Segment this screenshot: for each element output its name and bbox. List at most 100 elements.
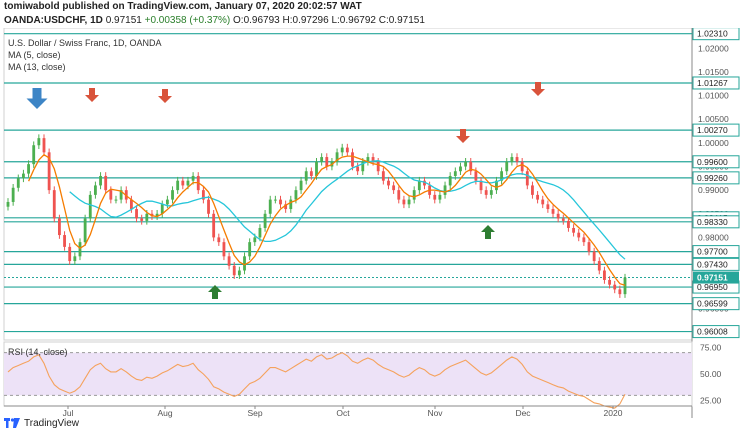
candle-body (63, 235, 66, 247)
candle-body (489, 190, 493, 195)
chart-area[interactable]: 1.020001.015001.010001.005001.000000.995… (0, 28, 740, 418)
candle-body (561, 218, 565, 221)
candle-body (618, 289, 622, 295)
candle-body (114, 199, 118, 201)
x-tick-label: Dec (515, 408, 531, 418)
candle-body (495, 180, 498, 191)
level-tag (692, 215, 740, 229)
candle-body (387, 180, 390, 186)
candle-body (474, 171, 478, 181)
candle-body (433, 194, 437, 200)
candle-body (145, 213, 149, 221)
candle-body (165, 199, 169, 205)
candle-body (73, 256, 77, 262)
candle-body (299, 180, 303, 191)
candle-body (469, 161, 473, 172)
candle-body (181, 180, 185, 186)
candle-body (227, 256, 231, 266)
level-label: 0.99600 (697, 157, 728, 167)
candle-body (83, 218, 87, 243)
level-label: 1.02310 (697, 29, 728, 39)
candle-body (459, 166, 462, 172)
candle-body (531, 185, 534, 195)
y-tick-label: 1.01500 (698, 67, 729, 77)
candle-body (407, 199, 411, 205)
candle-body (438, 194, 442, 200)
candle-body (587, 242, 591, 252)
candle-body (119, 190, 123, 200)
candle-body (309, 171, 313, 176)
candle-body (397, 190, 401, 200)
level-tag (692, 297, 740, 311)
candle-body (289, 199, 293, 210)
candle-body (99, 175, 102, 186)
ma13-line (69, 160, 626, 260)
y-tick-label: 1.00500 (698, 114, 729, 124)
candle-body (320, 157, 324, 162)
candle-body (93, 185, 97, 195)
candle-body (484, 190, 488, 195)
level-label: 0.99260 (697, 173, 728, 183)
rsi-band (4, 352, 692, 396)
candle-body (42, 138, 46, 153)
symbol: OANDA:USDCHF, 1D (4, 15, 103, 26)
candle-body (78, 242, 82, 257)
rsi-pane: 75.00 50.00 25.00 Jul Aug Sep Oct Nov Dec 2020 (3, 341, 722, 418)
level-label: 0.96950 (697, 282, 728, 292)
candle-body (412, 190, 416, 200)
candle-body (47, 152, 51, 191)
level-label: 0.96008 (697, 327, 728, 337)
candle-body (345, 147, 349, 153)
x-tick-label: Nov (427, 408, 443, 418)
candle-body (417, 180, 421, 191)
candle-body (237, 270, 241, 276)
arrow-up-icon (208, 285, 222, 299)
x-tick-label: Oct (336, 408, 350, 418)
candle-body (448, 175, 452, 186)
candle-body (88, 194, 92, 219)
level-tag (692, 76, 740, 90)
candle-body (361, 161, 365, 172)
candle-body (525, 171, 529, 186)
quote-line: OANDA:USDCHF, 1D 0.97151 +0.00358 (+0.37… (4, 15, 740, 26)
candle-body (6, 201, 10, 207)
candle-body (402, 199, 406, 205)
level-label: 0.97700 (697, 247, 728, 257)
level-label: 0.98330 (697, 217, 728, 227)
ma13-legend: MA (13, close) (8, 62, 66, 72)
candle-body (603, 270, 606, 280)
level-tag (692, 171, 740, 185)
current-price: 0.97151 (105, 15, 142, 26)
candle-body (366, 157, 370, 162)
candle-body (567, 220, 570, 228)
candle-body (582, 237, 586, 243)
price-change: +0.00358 (+0.37%) (144, 15, 231, 26)
candle-body (613, 284, 617, 290)
candle-body (551, 209, 555, 214)
candle-body (577, 232, 581, 238)
candle-body (186, 180, 190, 186)
arrow-up-icon (481, 225, 495, 239)
candle-body (500, 171, 504, 181)
tradingview-logo-icon (4, 418, 20, 429)
candle-body (304, 171, 308, 181)
y-tick-label: 1.02000 (698, 43, 729, 53)
level-label: 0.97430 (697, 259, 728, 269)
rsi-line (7, 352, 626, 409)
candle-body (273, 199, 277, 201)
arrow-down-icon (531, 82, 545, 96)
main-pane: 1.020001.015001.010001.005001.000000.995… (3, 28, 740, 418)
candle-body (340, 147, 344, 153)
candle-body (232, 265, 236, 276)
arrow-down-icon (456, 129, 470, 143)
last-price-tag (693, 271, 739, 284)
candle-body (479, 180, 483, 191)
candle-body (27, 164, 30, 174)
candle-body (176, 180, 180, 191)
arrow-down-icon (158, 89, 172, 103)
candle-body (546, 204, 550, 210)
y-tick-label: 1.01000 (698, 91, 729, 101)
candle-body (505, 161, 509, 172)
candle-body (315, 161, 318, 176)
candle-body (32, 145, 36, 165)
